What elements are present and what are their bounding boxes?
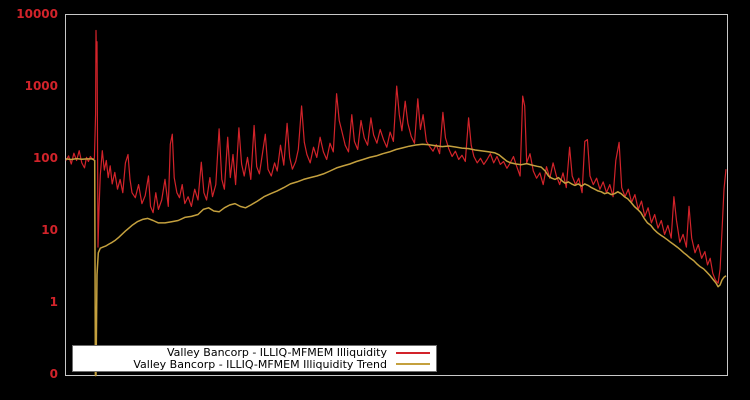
plot-frame (65, 14, 728, 376)
legend-label-trend: Valley Bancorp - ILLIQ-MFMEM Illiquidity… (133, 357, 387, 371)
legend-line-sample-trend (396, 363, 430, 366)
legend-line-sample-illiquidity (396, 351, 430, 354)
illiquidity-trend-line (65, 143, 727, 377)
y-tick-label-1: 1 (49, 295, 58, 309)
y-tick-label-10: 10 (41, 223, 58, 237)
y-tick-label-100: 100 (32, 151, 58, 165)
y-tick-label-0: 0 (49, 367, 58, 381)
legend-entry-trend: Valley Bancorp - ILLIQ-MFMEM Illiquidity… (73, 359, 430, 370)
illiquidity-series-line (65, 29, 727, 284)
legend-entry-illiquidity: Valley Bancorp - ILLIQ-MFMEM Illiquidity (73, 347, 430, 358)
y-tick-label-10000: 10000 (16, 7, 58, 21)
y-tick-label-1000: 1000 (24, 79, 58, 93)
legend-box: Valley Bancorp - ILLIQ-MFMEM Illiquidity… (72, 345, 437, 372)
legend-label-illiquidity: Valley Bancorp - ILLIQ-MFMEM Illiquidity (166, 346, 387, 360)
